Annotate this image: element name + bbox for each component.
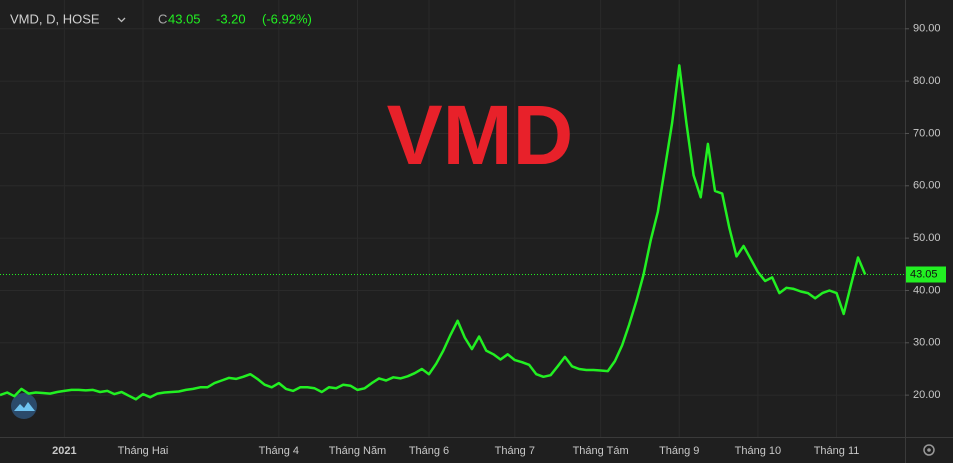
y-tick-label: 50.00 — [913, 232, 941, 244]
x-tick-label: Tháng Năm — [329, 445, 386, 457]
x-tick-label: Tháng 7 — [495, 445, 535, 457]
x-tick-label: 2021 — [52, 445, 76, 457]
watermark: VMD — [387, 88, 574, 182]
y-tick-label: 90.00 — [913, 23, 941, 35]
logo[interactable] — [11, 393, 37, 419]
change: -3.20 — [216, 11, 246, 26]
x-tick-label: Tháng 4 — [259, 445, 299, 457]
settings-icon[interactable] — [923, 444, 935, 456]
gear — [923, 444, 935, 456]
price-line-series — [0, 64, 867, 401]
y-tick-label: 80.00 — [913, 75, 941, 87]
change-pct: (-6.92%) — [262, 11, 312, 26]
last-price-badge — [906, 266, 946, 283]
x-tick-label: Tháng 10 — [735, 445, 781, 457]
close-prefix: C — [158, 11, 167, 26]
grid — [0, 0, 905, 437]
symbol[interactable]: VMD, D, HOSE — [10, 11, 100, 26]
x-tick-label: Tháng 6 — [409, 445, 449, 457]
last-price-label: 43.05 — [910, 268, 938, 280]
close-value: 43.05 — [168, 11, 201, 26]
dropdown-icon[interactable] — [117, 17, 126, 23]
y-tick-label: 70.00 — [913, 127, 941, 139]
x-tick-label: Tháng Hai — [118, 445, 169, 457]
x-tick-label: Tháng 9 — [659, 445, 699, 457]
y-tick-label: 30.00 — [913, 337, 941, 349]
y-tick-label: 40.00 — [913, 284, 941, 296]
y-tick-label: 60.00 — [913, 180, 941, 192]
x-tick-label: Tháng Tám — [573, 445, 629, 457]
logo-shape — [14, 402, 35, 411]
gear-center — [927, 448, 931, 452]
logo-circle — [11, 393, 37, 419]
x-tick-label: Tháng 11 — [814, 445, 860, 457]
y-tick-label: 20.00 — [913, 389, 941, 401]
